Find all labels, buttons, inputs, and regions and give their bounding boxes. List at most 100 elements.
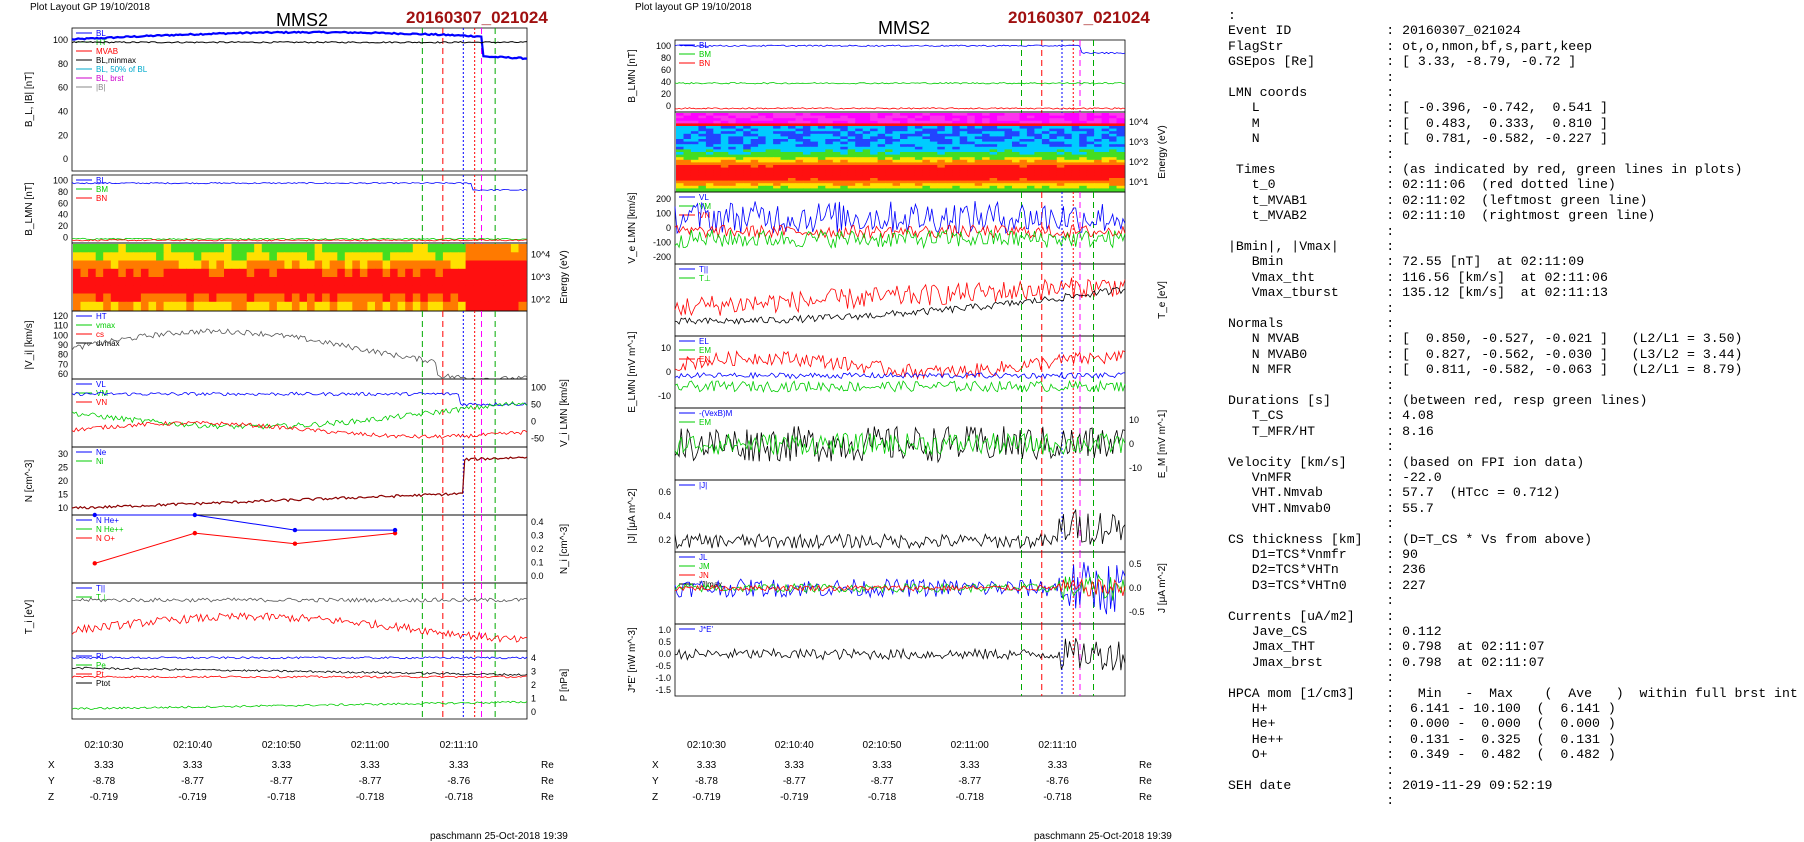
left-footer: paschmann 25-Oct-2018 19:39 xyxy=(430,831,568,842)
left-ephem-value: -8.77 xyxy=(181,776,204,787)
mid-ytick: -10 xyxy=(658,391,671,401)
mid-ephem-value: 3.33 xyxy=(785,760,805,771)
mid-ephem-value: -0.719 xyxy=(780,792,809,800)
left-legend-label: MVAB xyxy=(96,47,118,56)
left-ephem-value: -8.76 xyxy=(447,776,470,787)
left-ytick: 0 xyxy=(63,154,68,164)
info-line: Jmax_THT : 0.798 at 02:11:07 xyxy=(1228,639,1545,655)
mid-ytick: -0.5 xyxy=(1129,607,1145,617)
mid-ephem-value: -8.77 xyxy=(871,776,894,787)
info-line: : xyxy=(1228,793,1395,809)
left-ytick: 10^3 xyxy=(531,272,550,282)
info-line: Durations [s] : (between red, resp green… xyxy=(1228,393,1648,408)
left-series-line xyxy=(94,514,396,531)
mid-ylabel: J [μA m^-2] xyxy=(1157,563,1168,613)
mid-ephem-value: -0.718 xyxy=(1043,792,1072,800)
mid-legend-label: T⊥ xyxy=(699,274,711,283)
left-ytick: 1 xyxy=(531,694,536,704)
left-panel-frame xyxy=(71,650,528,720)
mid-ylabel: T_e [eV] xyxy=(1157,281,1168,319)
left-series-point xyxy=(192,512,198,518)
left-ytick: 0 xyxy=(531,707,536,717)
left-event-id: 20160307_021024 xyxy=(406,8,548,27)
mid-legend-label: EL xyxy=(699,337,709,346)
info-line: VHT.Nmvab : 57.7 (HTcc = 0.712) xyxy=(1228,485,1561,501)
left-ephem-label: X xyxy=(48,760,55,771)
left-ytick: 60 xyxy=(58,198,68,208)
mid-ephem-unit: Re xyxy=(1139,760,1152,771)
left-legend-label: BM xyxy=(96,185,108,194)
left-legend-label: Pt xyxy=(96,670,104,679)
left-ytick: 80 xyxy=(58,350,68,360)
left-ytick: 3 xyxy=(531,666,536,676)
mid-time-tick: 02:10:40 xyxy=(775,740,814,751)
left-ylabel: Energy (eV) xyxy=(559,250,570,303)
mid-ylabel: E_LMN [mV m^-1] xyxy=(627,331,638,413)
left-ephem-value: -0.718 xyxy=(445,792,474,800)
left-ytick: 20 xyxy=(58,476,68,486)
mid-ephem-value: 3.33 xyxy=(697,760,717,771)
left-data-trace xyxy=(71,239,528,242)
mid-data-trace xyxy=(674,228,1126,250)
info-line: D3=TCS*VHTn0 : 227 xyxy=(1228,577,1426,593)
left-ytick: 100 xyxy=(53,35,68,45)
mid-ephem-value: 3.33 xyxy=(960,760,980,771)
mid-data-trace xyxy=(674,277,1126,317)
left-data-trace xyxy=(71,666,528,676)
info-line: t_0 : 02:11:06 (red dotted line) xyxy=(1228,177,1616,193)
info-line: CS thickness [km] : (D=T_CS * Vs from ab… xyxy=(1228,531,1593,547)
left-ytick: 0 xyxy=(63,232,68,242)
left-legend-label: BL, 50% of BL xyxy=(96,65,148,74)
left-ylabel: T_i [eV] xyxy=(24,600,35,635)
left-ytick: 20 xyxy=(58,221,68,231)
mid-ylabel: B_LMN [nT] xyxy=(627,49,638,103)
left-ephem-unit: Re xyxy=(541,776,554,787)
info-line: : xyxy=(1228,300,1395,316)
mid-time-tick: 02:11:00 xyxy=(951,740,990,751)
mid-ytick: 0.0 xyxy=(1129,583,1142,593)
info-line: VnMFR : -22.0 xyxy=(1228,470,1442,485)
mid-legend-label: VM xyxy=(699,202,711,211)
left-ytick: 100 xyxy=(53,330,68,340)
left-ylabel: |V_i| [km/s] xyxy=(24,320,35,369)
left-time-tick: 02:11:10 xyxy=(440,740,479,751)
mid-legend-label: EM xyxy=(699,346,711,355)
mid-chart-stack: 02:10:30 02:10:40 02:10:50 02:11:00 02:11:10… xyxy=(627,39,1168,800)
left-legend-label: T⊥ xyxy=(96,593,108,602)
left-ytick: 25 xyxy=(58,462,68,472)
info-line: Bmin : 72.55 [nT] at 02:11:09 xyxy=(1228,254,1585,270)
left-ytick: 40 xyxy=(58,210,68,220)
left-ephem-value: -8.78 xyxy=(92,776,115,787)
mid-spacecraft: MMS2 xyxy=(878,18,931,38)
info-line: Normals : xyxy=(1228,316,1395,331)
left-legend-label: dvmax xyxy=(96,339,120,348)
left-legend-label: N He+ xyxy=(96,516,119,525)
mid-ytick: 100 xyxy=(656,209,671,219)
info-line: FlagStr : ot,o,nmon,bf,s,part,keep xyxy=(1228,38,1593,54)
mid-ephem-label: X xyxy=(652,760,659,771)
left-ytick: 120 xyxy=(53,311,68,321)
event-info-text: : Event ID : 20160307_021024 FlagStr : ot,… xyxy=(1228,8,1798,808)
info-line: Jave_CS : 0.112 xyxy=(1228,624,1442,639)
left-ytick: -50 xyxy=(531,434,544,444)
left-ytick: 10 xyxy=(58,503,68,513)
mid-panel-frame xyxy=(674,335,1126,409)
mid-ephem-unit: Re xyxy=(1139,792,1152,800)
left-legend-label: Ptot xyxy=(96,679,111,688)
mid-data-trace xyxy=(674,379,1126,393)
left-ephem-value: 3.33 xyxy=(449,760,469,771)
left-data-trace xyxy=(71,328,528,380)
info-line: GSEpos [Re] : [ 3.33, -8.79, -0.72 ] xyxy=(1228,54,1577,70)
left-legend-label: Pe xyxy=(96,661,106,670)
mid-ytick: -1.0 xyxy=(655,673,671,683)
mid-event-id: 20160307_021024 xyxy=(1008,8,1150,27)
mid-data-trace xyxy=(674,287,1126,325)
left-ylabel: B_L, |B| [nT] xyxy=(24,72,35,127)
left-data-trace xyxy=(71,597,528,603)
left-ylabel: N_i [cm^-3] xyxy=(559,524,570,574)
mid-legend-label: JM xyxy=(699,562,710,571)
left-spacecraft: MMS2 xyxy=(276,10,329,30)
mid-legend-label: |J| xyxy=(699,481,707,490)
left-ytick: 0.0 xyxy=(531,571,544,581)
info-line: Times : (as indicated by red, green line… xyxy=(1228,162,1743,177)
